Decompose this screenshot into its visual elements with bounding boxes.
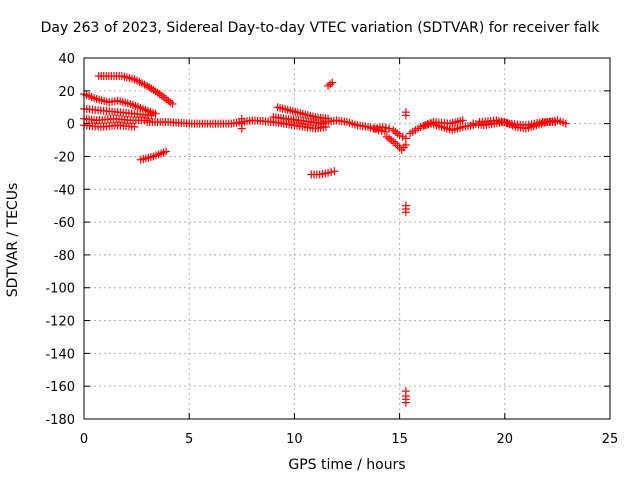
data-point [401, 208, 410, 217]
data-point [162, 147, 171, 156]
data-point [130, 122, 139, 131]
x-tick-label: 25 [602, 432, 619, 447]
data-point [551, 117, 560, 126]
data-points [80, 72, 570, 407]
x-tick-label: 20 [497, 432, 514, 447]
data-point [401, 398, 410, 407]
y-tick-label: -40 [54, 183, 75, 198]
data-point [330, 167, 339, 176]
data-point [385, 124, 394, 133]
x-tick-label: 10 [286, 432, 303, 447]
plot-frame [83, 57, 611, 420]
data-point [401, 134, 410, 143]
y-tick-label: -80 [54, 249, 75, 264]
data-point [326, 80, 335, 89]
x-axis-label: GPS time / hours [288, 457, 406, 473]
x-tick-label: 15 [391, 432, 408, 447]
data-point [168, 99, 177, 108]
data-point [393, 141, 402, 150]
chart-title: Day 263 of 2023, Sidereal Day-to-day VTE… [40, 20, 600, 36]
y-tick-label: -140 [45, 347, 75, 362]
x-tick-label: 5 [185, 432, 193, 447]
data-point [401, 108, 410, 117]
y-tick-label: -100 [45, 282, 75, 297]
data-point [151, 109, 160, 118]
data-point [458, 116, 467, 125]
axis-ticks: -180 -160 -140 -120 -100 -80 -60 -40 -20 0 20 40 0 5 1… [45, 52, 618, 447]
y-tick-label: -180 [45, 413, 75, 428]
y-tick-label: -160 [45, 380, 75, 395]
data-point [328, 78, 337, 87]
y-tick-label: 0 [67, 118, 75, 133]
y-tick-label: 40 [58, 52, 75, 67]
y-tick-label: 20 [58, 85, 75, 100]
grid-lines [84, 58, 610, 419]
x-tick-label: 0 [80, 432, 88, 447]
y-axis-label: SDTVAR / TECUs [5, 182, 21, 298]
y-tick-label: -120 [45, 315, 75, 330]
y-tick-label: -20 [54, 150, 75, 165]
data-point [380, 127, 389, 136]
y-tick-label: -60 [54, 216, 75, 231]
data-point [561, 119, 570, 128]
data-point [147, 111, 156, 120]
data-point [237, 114, 246, 123]
